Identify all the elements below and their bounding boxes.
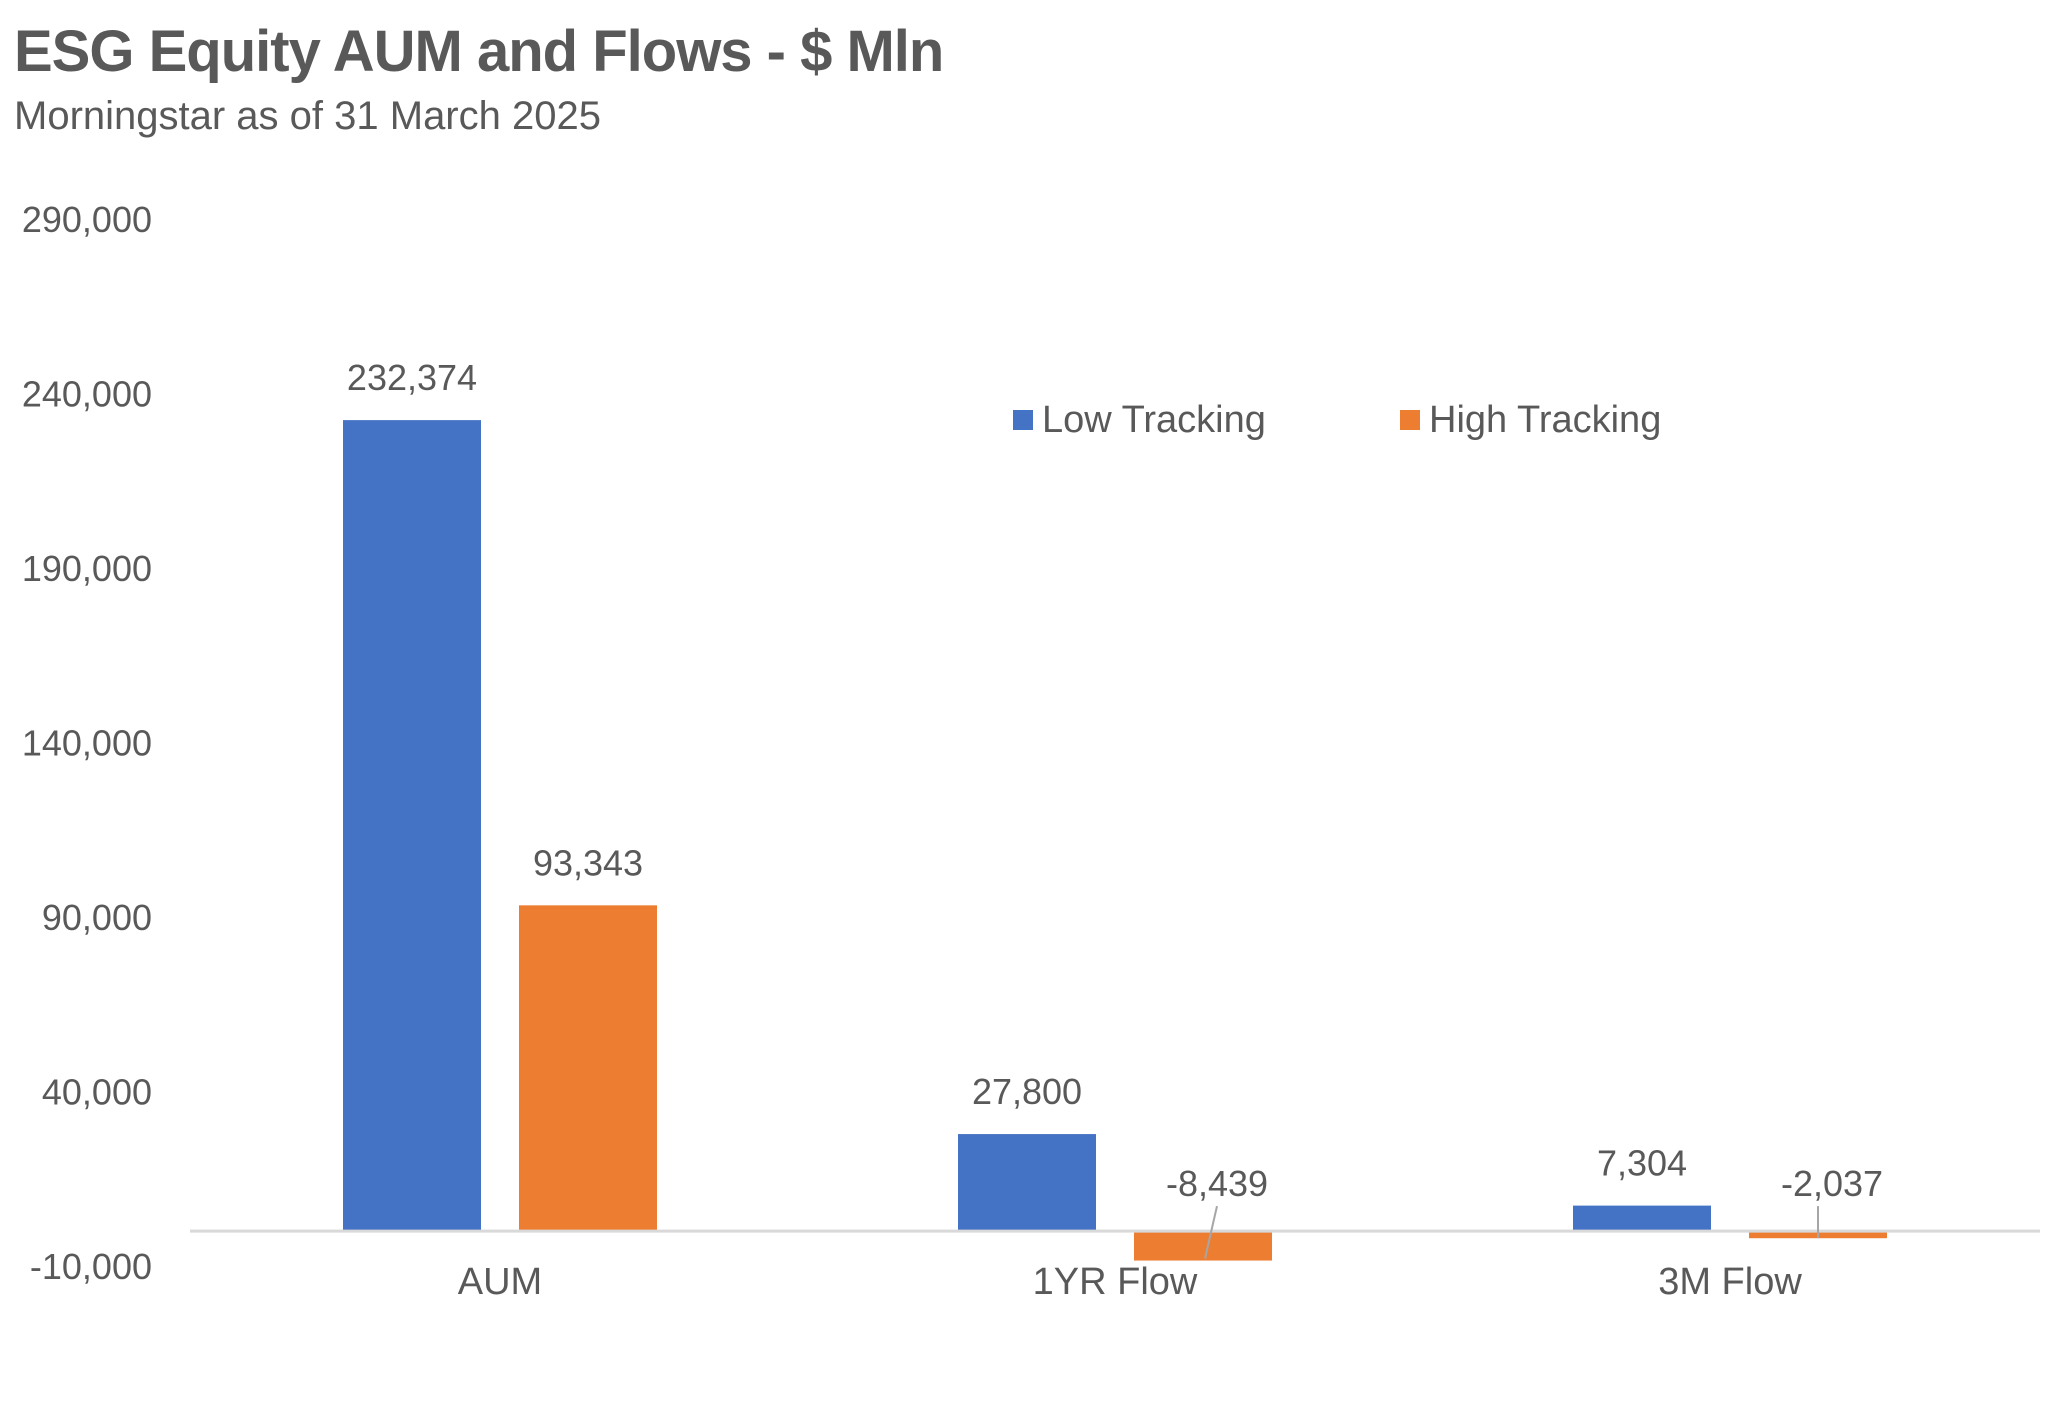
legend-label: High Tracking: [1429, 399, 1661, 441]
y-tick-label: 290,000: [22, 199, 152, 240]
x-tick-label: 3M Flow: [1658, 1261, 1802, 1303]
x-tick-label: AUM: [458, 1261, 542, 1303]
legend: Low Tracking High Tracking: [1013, 399, 1661, 441]
y-tick-label: 190,000: [22, 548, 152, 589]
y-axis: -10,000 40,000 90,000 140,000 190,000 240,000…: [22, 199, 152, 1287]
data-label: -2,037: [1781, 1163, 1883, 1204]
data-label: -8,439: [1166, 1163, 1268, 1204]
x-tick-label: 1YR Flow: [1033, 1261, 1198, 1303]
bar-low-tracking: [958, 1134, 1096, 1232]
bar-high-tracking: [1134, 1231, 1272, 1261]
data-label: 27,800: [972, 1071, 1082, 1112]
x-axis: AUM 1YR Flow 3M Flow: [458, 1261, 1803, 1303]
bar-low-tracking: [343, 420, 481, 1232]
chart-subtitle: Morningstar as of 31 March 2025: [14, 94, 601, 138]
y-tick-label: 140,000: [22, 723, 152, 764]
data-label: 7,304: [1597, 1143, 1687, 1184]
chart-title: ESG Equity AUM and Flows - $ Mln: [14, 19, 944, 84]
y-tick-label: 40,000: [42, 1072, 152, 1113]
data-label: 232,374: [347, 357, 477, 398]
legend-swatch-high-tracking: [1400, 410, 1420, 430]
legend-label: Low Tracking: [1042, 399, 1266, 441]
bars: [343, 420, 1887, 1261]
bar-low-tracking: [1573, 1205, 1711, 1232]
y-tick-label: 240,000: [22, 374, 152, 415]
leader-line: [1204, 1205, 1218, 1259]
bar-high-tracking: [519, 905, 657, 1232]
legend-swatch-low-tracking: [1013, 410, 1033, 430]
y-tick-label: 90,000: [42, 897, 152, 938]
data-label: 93,343: [533, 842, 643, 883]
data-labels: 232,374 27,800 7,304 93,343 -8,439 -2,037: [347, 357, 1883, 1259]
y-tick-label: -10,000: [30, 1246, 152, 1287]
